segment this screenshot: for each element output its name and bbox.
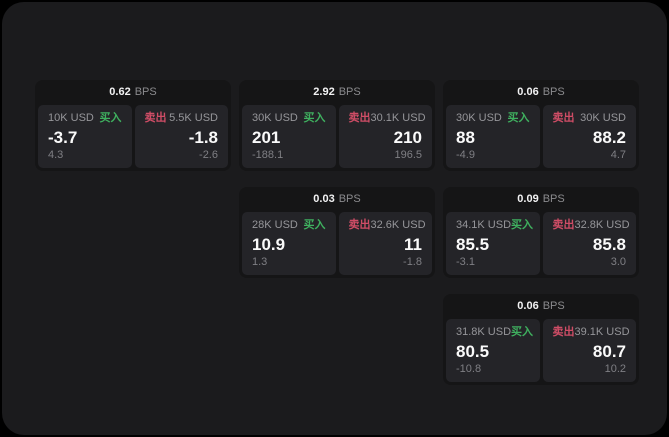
bps-unit-label: BPS [338, 86, 361, 98]
sell-delta: 4.7 [610, 149, 626, 161]
sell-amount: 32.6K USD [370, 219, 426, 231]
buy-amount: 10K USD [48, 112, 94, 124]
buy-delta: -188.1 [252, 149, 284, 161]
sell-delta: -2.6 [199, 149, 218, 161]
sell-price: 11 [404, 234, 422, 254]
buy-delta: -4.9 [456, 149, 475, 161]
buy-amount: 31.8K USD [456, 326, 512, 338]
buy-panel[interactable]: 30K USD 买入 88 -4.9 [446, 105, 540, 168]
buy-price: -3.7 [48, 127, 78, 147]
bps-header: 0.06 BPS [446, 80, 636, 105]
bps-header: 0.06 BPS [446, 294, 636, 319]
sell-side-label: 卖出 [552, 219, 575, 231]
bps-value: 0.06 [517, 300, 539, 312]
sell-panel[interactable]: 卖出 5.5K USD -1.8 -2.6 [134, 105, 228, 168]
buy-side-label: 买入 [511, 219, 534, 231]
buy-panel[interactable]: 34.1K USD 买入 85.5 -3.1 [446, 212, 540, 275]
buy-panel[interactable]: 10K USD 买入 -3.7 4.3 [38, 105, 132, 168]
buy-delta: -3.1 [456, 256, 475, 268]
sell-amount: 30K USD [580, 112, 626, 124]
bps-value: 0.03 [313, 193, 335, 205]
bps-value: 2.92 [313, 86, 335, 98]
sell-panel[interactable]: 卖出 32.6K USD 11 -1.8 [338, 212, 432, 275]
quote-cards-grid: 0.62 BPS 10K USD 买入 -3.7 4.3 卖出 5.5K USD… [35, 80, 639, 385]
bps-header: 0.62 BPS [38, 80, 228, 105]
quote-card[interactable]: 0.03 BPS 28K USD 买入 10.9 1.3 卖出 32.6K US… [239, 187, 435, 278]
bps-header: 0.09 BPS [446, 187, 636, 212]
buy-amount: 28K USD [252, 219, 298, 231]
buy-price: 10.9 [252, 234, 286, 254]
sell-side-label: 卖出 [348, 112, 371, 124]
sell-price: 80.7 [592, 341, 626, 361]
buy-panel[interactable]: 31.8K USD 买入 80.5 -10.8 [446, 319, 540, 382]
buy-amount: 30K USD [456, 112, 502, 124]
buy-panel[interactable]: 28K USD 买入 10.9 1.3 [242, 212, 336, 275]
buy-delta: 4.3 [48, 149, 64, 161]
sell-panel[interactable]: 卖出 30K USD 88.2 4.7 [542, 105, 636, 168]
sell-side-label: 卖出 [552, 112, 575, 124]
sell-delta: -1.8 [403, 256, 422, 268]
quote-card[interactable]: 0.06 BPS 30K USD 买入 88 -4.9 卖出 30K USD 8… [443, 80, 639, 171]
bps-unit-label: BPS [542, 300, 565, 312]
sell-side-label: 卖出 [348, 219, 371, 231]
buy-side-label: 买入 [511, 326, 534, 338]
sell-delta: 3.0 [610, 256, 626, 268]
buy-amount: 30K USD [252, 112, 298, 124]
sell-price: 210 [393, 127, 422, 147]
bps-value: 0.62 [109, 86, 131, 98]
quote-card[interactable]: 2.92 BPS 30K USD 买入 201 -188.1 卖出 30.1K … [239, 80, 435, 171]
bps-unit-label: BPS [542, 86, 565, 98]
quote-card[interactable]: 0.09 BPS 34.1K USD 买入 85.5 -3.1 卖出 32.8K… [443, 187, 639, 278]
bps-value: 0.09 [517, 193, 539, 205]
bps-header: 2.92 BPS [242, 80, 432, 105]
buy-delta: 1.3 [252, 256, 268, 268]
bps-unit-label: BPS [338, 193, 361, 205]
buy-price: 85.5 [456, 234, 490, 254]
buy-delta: -10.8 [456, 363, 482, 375]
quote-card[interactable]: 0.62 BPS 10K USD 买入 -3.7 4.3 卖出 5.5K USD… [35, 80, 231, 171]
buy-side-label: 买入 [99, 112, 122, 124]
buy-panel[interactable]: 30K USD 买入 201 -188.1 [242, 105, 336, 168]
bps-unit-label: BPS [542, 193, 565, 205]
sell-price: 85.8 [592, 234, 626, 254]
sell-panel[interactable]: 卖出 32.8K USD 85.8 3.0 [542, 212, 636, 275]
quote-card[interactable]: 0.06 BPS 31.8K USD 买入 80.5 -10.8 卖出 39.1… [443, 294, 639, 385]
sell-amount: 32.8K USD [574, 219, 630, 231]
sell-side-label: 卖出 [552, 326, 575, 338]
sell-side-label: 卖出 [144, 112, 167, 124]
bps-header: 0.03 BPS [242, 187, 432, 212]
buy-amount: 34.1K USD [456, 219, 512, 231]
sell-price: 88.2 [592, 127, 626, 147]
sell-panel[interactable]: 卖出 39.1K USD 80.7 10.2 [542, 319, 636, 382]
buy-side-label: 买入 [303, 219, 326, 231]
sell-panel[interactable]: 卖出 30.1K USD 210 196.5 [338, 105, 432, 168]
buy-side-label: 买入 [303, 112, 326, 124]
bps-value: 0.06 [517, 86, 539, 98]
sell-price: -1.8 [188, 127, 218, 147]
buy-price: 80.5 [456, 341, 490, 361]
sell-delta: 196.5 [394, 149, 422, 161]
buy-side-label: 买入 [507, 112, 530, 124]
sell-amount: 5.5K USD [169, 112, 218, 124]
bps-unit-label: BPS [134, 86, 157, 98]
buy-price: 88 [456, 127, 475, 147]
sell-delta: 10.2 [604, 363, 626, 375]
buy-price: 201 [252, 127, 281, 147]
sell-amount: 30.1K USD [370, 112, 426, 124]
sell-amount: 39.1K USD [574, 326, 630, 338]
